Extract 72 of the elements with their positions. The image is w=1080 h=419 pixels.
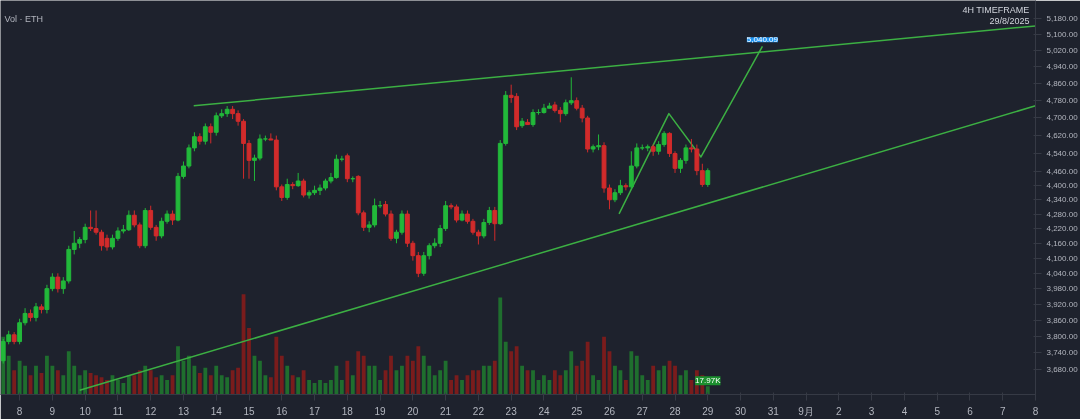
x-tick-label: 11 bbox=[112, 405, 124, 417]
x-tick-label: 3 bbox=[868, 405, 875, 417]
y-tick-label: 3,920.00 bbox=[1046, 299, 1079, 309]
x-tick-label: 25 bbox=[571, 405, 583, 417]
y-tick-label: 4,280.00 bbox=[1046, 209, 1079, 219]
candlestick bbox=[208, 122, 214, 144]
y-tick-label: 4,040.00 bbox=[1046, 268, 1079, 278]
x-tick-label: 7 bbox=[999, 405, 1006, 417]
y-tick-label: 4,540.00 bbox=[1046, 149, 1079, 159]
annotation: 29/8/2025 bbox=[989, 15, 1030, 26]
y-tick-label: 4,940.00 bbox=[1046, 62, 1079, 72]
x-tick-label: 6 bbox=[967, 405, 974, 417]
candlestick bbox=[197, 132, 203, 146]
candlestick bbox=[301, 178, 307, 198]
y-tick-label: 3,860.00 bbox=[1046, 315, 1079, 325]
x-tick-label: 22 bbox=[472, 405, 485, 417]
y-tick-label: 5,180.00 bbox=[1046, 13, 1079, 23]
candlestick bbox=[284, 178, 290, 201]
candlestick bbox=[344, 153, 350, 183]
candlestick bbox=[55, 272, 61, 294]
x-tick-label: 9月 bbox=[798, 405, 814, 417]
y-tick-label: 5,020.00 bbox=[1046, 45, 1079, 55]
data-label: 17.97K bbox=[695, 376, 722, 386]
y-tick-label: 4,460.00 bbox=[1046, 167, 1079, 177]
candlestick bbox=[519, 117, 525, 129]
x-tick-label: 9 bbox=[49, 405, 56, 417]
x-tick-label: 14 bbox=[210, 405, 223, 417]
x-tick-label: 20 bbox=[407, 405, 419, 417]
y-tick-label: 3,800.00 bbox=[1046, 331, 1079, 341]
candlestick bbox=[705, 167, 711, 188]
x-tick-label: 23 bbox=[505, 405, 518, 417]
x-tick-label: 18 bbox=[341, 405, 354, 417]
x-tick-label: 15 bbox=[243, 405, 256, 417]
y-tick-label: 4,780.00 bbox=[1046, 96, 1079, 106]
x-tick-label: 16 bbox=[276, 405, 288, 417]
x-tick-label: 26 bbox=[603, 405, 616, 417]
x-tick-label: 28 bbox=[669, 405, 682, 417]
y-tick-label: 3,680.00 bbox=[1046, 364, 1079, 374]
y-tick-label: 5,100.00 bbox=[1046, 29, 1079, 39]
candlestick bbox=[202, 122, 208, 146]
x-tick-label: 12 bbox=[145, 405, 157, 417]
y-tick-label: 4,340.00 bbox=[1046, 195, 1079, 205]
annotation: Vol · ETH bbox=[4, 13, 44, 24]
annotation: 5,040.09 bbox=[746, 35, 779, 45]
y-tick-label: 4,400.00 bbox=[1046, 181, 1079, 191]
candlestick bbox=[492, 206, 498, 242]
annotation: 4H TIMEFRAME bbox=[962, 4, 1030, 15]
x-tick-label: 10 bbox=[79, 405, 92, 417]
x-tick-label: 4 bbox=[901, 405, 908, 417]
x-tick-label: 24 bbox=[538, 405, 550, 417]
candlestick bbox=[623, 182, 629, 191]
x-tick-label: 5 bbox=[934, 405, 941, 417]
x-tick-label: 21 bbox=[440, 405, 452, 417]
y-tick-label: 4,100.00 bbox=[1046, 253, 1079, 263]
x-tick-label: 30 bbox=[735, 405, 747, 417]
candlestick bbox=[33, 302, 39, 322]
y-tick-label: 3,980.00 bbox=[1046, 284, 1079, 294]
y-tick-label: 4,620.00 bbox=[1046, 131, 1079, 141]
x-tick-label: 19 bbox=[374, 405, 387, 417]
x-tick-label: 29 bbox=[702, 405, 714, 417]
x-tick-label: 27 bbox=[636, 405, 649, 417]
y-tick-label: 4,860.00 bbox=[1046, 79, 1079, 89]
x-tick-label: 17 bbox=[308, 405, 321, 417]
x-tick-label: 8 bbox=[1032, 405, 1039, 417]
x-tick-label: 13 bbox=[177, 405, 190, 417]
x-tick-label: 2 bbox=[836, 405, 843, 417]
x-tick-label: 8 bbox=[16, 405, 23, 417]
y-tick-label: 4,220.00 bbox=[1046, 224, 1079, 234]
y-tick-label: 3,740.00 bbox=[1046, 347, 1079, 357]
y-tick-label: 4,160.00 bbox=[1046, 238, 1079, 248]
x-tick-label: 31 bbox=[767, 405, 780, 417]
y-tick-label: 4,700.00 bbox=[1046, 113, 1079, 123]
